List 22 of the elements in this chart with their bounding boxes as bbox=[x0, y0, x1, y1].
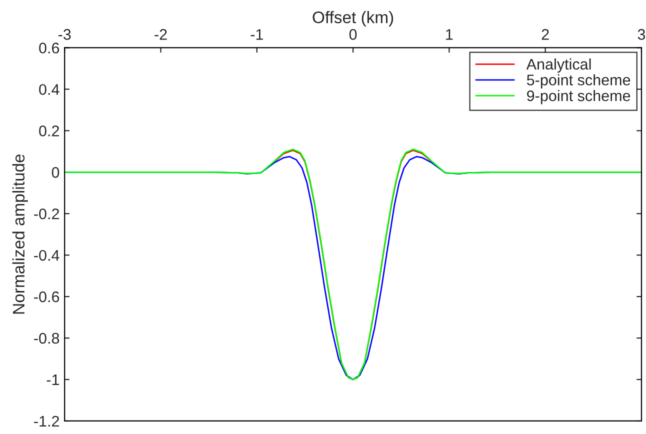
y-tick-label: -0.6 bbox=[34, 291, 60, 302]
x-tick-label: -1 bbox=[250, 29, 263, 40]
y-tick-label: 0.4 bbox=[39, 84, 60, 95]
x-tick-label: 2 bbox=[542, 29, 549, 40]
y-axis-title: Normalized amplitude bbox=[12, 154, 28, 314]
y-tick-label: 0 bbox=[52, 167, 60, 178]
legend-label: 9-point scheme bbox=[527, 90, 630, 104]
legend-label: Analytical bbox=[526, 58, 591, 73]
x-tick-label: -2 bbox=[154, 29, 167, 40]
y-tick-label: -1 bbox=[46, 374, 59, 386]
y-tick-label: -0.4 bbox=[34, 250, 60, 261]
x-tick-label: 3 bbox=[638, 29, 646, 40]
x-tick-label: 1 bbox=[446, 29, 453, 40]
x-tick-label: 0 bbox=[349, 29, 357, 40]
y-tick-label: 0.6 bbox=[39, 42, 60, 54]
y-tick-label: 0.2 bbox=[39, 126, 59, 136]
y-tick-label: -0.2 bbox=[34, 208, 59, 220]
y-tick-label: -1.2 bbox=[34, 416, 59, 427]
x-axis-title: Offset (km) bbox=[312, 11, 394, 27]
legend-label: 5-point scheme bbox=[526, 74, 630, 88]
x-tick-label: -3 bbox=[58, 29, 71, 40]
y-tick-label: -0.8 bbox=[34, 332, 60, 344]
